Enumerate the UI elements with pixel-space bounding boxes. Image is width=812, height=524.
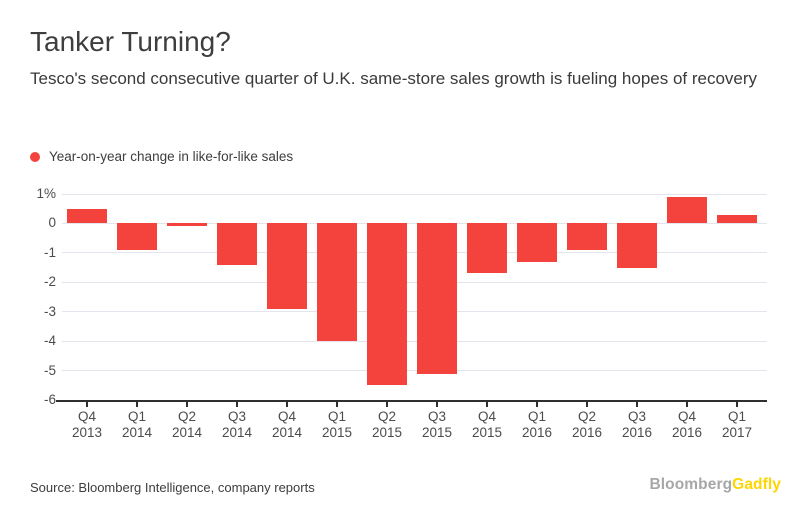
axis-tick-mark bbox=[386, 402, 388, 407]
bar bbox=[267, 223, 307, 309]
x-axis-tick-label: Q4 2016 bbox=[671, 409, 703, 440]
gridline bbox=[62, 340, 767, 342]
x-axis-tick-label: Q2 2016 bbox=[571, 409, 603, 440]
y-axis-tick-label: -5 bbox=[43, 362, 56, 378]
gridline bbox=[62, 252, 767, 254]
x-axis-tick-label: Q3 2014 bbox=[221, 409, 253, 440]
y-axis-tick-label: -6 bbox=[43, 392, 56, 407]
bar bbox=[667, 196, 707, 224]
logo-bloomberg: Bloomberg bbox=[649, 476, 733, 493]
x-axis-tick-label: Q2 2015 bbox=[371, 409, 403, 440]
bar bbox=[617, 223, 657, 268]
axis-tick-mark bbox=[286, 402, 288, 407]
chart-subtitle: Tesco's second consecutive quarter of U.… bbox=[30, 69, 758, 88]
source-note: Source: Bloomberg Intelligence, company … bbox=[30, 480, 315, 495]
x-axis-tick-label: Q1 2016 bbox=[521, 409, 553, 440]
axis-tick-mark bbox=[136, 402, 138, 407]
axis-tick-mark bbox=[236, 402, 238, 407]
gridline bbox=[62, 370, 767, 372]
gridline bbox=[62, 281, 767, 283]
y-axis-tick-label: -3 bbox=[43, 303, 56, 319]
axis-tick-mark bbox=[86, 402, 88, 407]
logo-gadfly: Gadfly bbox=[732, 476, 781, 493]
axis-tick-mark bbox=[536, 402, 538, 407]
gridline bbox=[62, 311, 767, 313]
y-axis-tick-label: 1% bbox=[36, 186, 56, 201]
x-axis-line bbox=[56, 400, 767, 402]
y-axis-tick-label: -4 bbox=[43, 333, 56, 349]
axis-tick-mark bbox=[736, 402, 738, 407]
bloomberg-gadfly-logo: BloombergGadfly bbox=[649, 476, 781, 494]
axis-tick-mark bbox=[686, 402, 688, 407]
axis-tick-mark bbox=[586, 402, 588, 407]
y-axis-tick-label: -1 bbox=[43, 244, 56, 260]
x-axis-tick-label: Q1 2017 bbox=[721, 409, 753, 440]
axis-tick-mark bbox=[336, 402, 338, 407]
chart-title: Tanker Turning? bbox=[30, 26, 231, 57]
axis-tick-mark bbox=[636, 402, 638, 407]
bar bbox=[417, 223, 457, 374]
gridline bbox=[62, 222, 767, 224]
bar bbox=[717, 214, 757, 224]
bar bbox=[467, 223, 507, 274]
bar bbox=[567, 223, 607, 250]
bar bbox=[67, 208, 107, 224]
bar bbox=[117, 223, 157, 250]
legend-label: Year-on-year change in like-for-like sal… bbox=[49, 149, 294, 164]
bar bbox=[317, 223, 357, 342]
x-axis-tick-label: Q1 2014 bbox=[121, 409, 153, 440]
x-axis-tick-label: Q2 2014 bbox=[171, 409, 203, 440]
x-axis-tick-label: Q3 2015 bbox=[421, 409, 453, 440]
x-axis-tick-label: Q4 2015 bbox=[471, 409, 503, 440]
legend-marker-icon bbox=[30, 151, 40, 162]
x-axis-tick-label: Q3 2016 bbox=[621, 409, 653, 440]
y-axis-tick-label: 0 bbox=[48, 215, 56, 231]
x-axis-tick-label: Q4 2013 bbox=[71, 409, 103, 440]
bar bbox=[367, 223, 407, 386]
bar bbox=[217, 223, 257, 265]
axis-tick-mark bbox=[486, 402, 488, 407]
axis-tick-mark bbox=[186, 402, 188, 407]
axis-tick-mark bbox=[436, 402, 438, 407]
bar bbox=[517, 223, 557, 262]
legend: Year-on-year change in like-for-like sal… bbox=[30, 149, 293, 164]
x-axis-tick-label: Q4 2014 bbox=[271, 409, 303, 440]
gridline bbox=[62, 193, 767, 195]
x-axis-tick-label: Q1 2015 bbox=[321, 409, 353, 440]
y-axis-tick-label: -2 bbox=[43, 274, 56, 290]
bar bbox=[167, 223, 207, 227]
